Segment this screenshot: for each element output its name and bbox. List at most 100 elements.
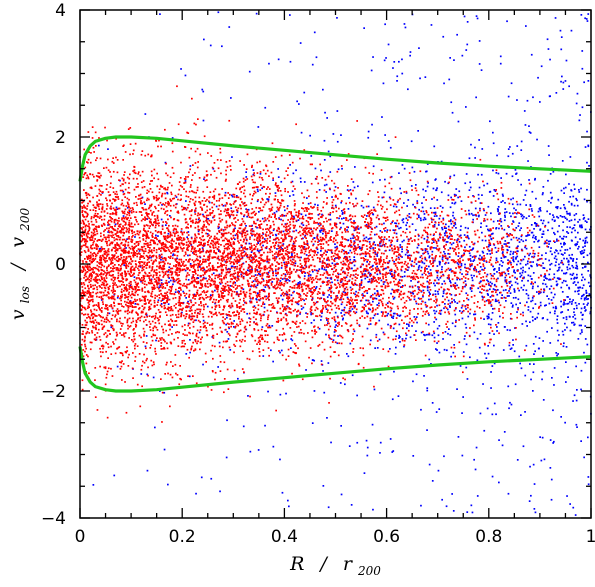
blue-data-point <box>372 165 375 168</box>
red-data-point <box>308 258 310 261</box>
blue-data-point <box>338 217 340 220</box>
blue-data-point <box>561 216 564 218</box>
blue-data-point <box>497 172 500 175</box>
red-data-point <box>162 347 164 350</box>
red-data-point <box>347 190 350 192</box>
red-data-point <box>166 227 168 230</box>
red-data-point <box>258 351 261 353</box>
blue-data-point <box>463 239 466 242</box>
blue-data-point <box>299 42 302 44</box>
blue-data-point <box>372 317 375 319</box>
blue-data-point <box>396 225 399 228</box>
blue-data-point <box>237 293 239 296</box>
red-data-point <box>192 321 195 323</box>
red-data-point <box>89 317 92 320</box>
red-data-point <box>453 239 456 241</box>
blue-data-point <box>431 402 434 404</box>
red-data-point <box>150 269 153 272</box>
blue-data-point <box>300 213 303 216</box>
blue-data-point <box>532 390 534 392</box>
blue-data-point <box>446 349 448 352</box>
red-data-point <box>116 196 118 199</box>
red-data-point <box>213 242 216 245</box>
blue-data-point <box>509 253 512 256</box>
red-data-point <box>98 285 101 287</box>
blue-data-point <box>428 272 430 275</box>
blue-data-point <box>449 281 452 284</box>
blue-data-point <box>367 130 370 133</box>
red-data-point <box>171 244 174 246</box>
red-data-point <box>155 281 158 283</box>
blue-data-point <box>517 260 520 263</box>
blue-data-point <box>347 355 350 358</box>
red-data-point <box>330 300 332 303</box>
blue-data-point <box>563 235 565 238</box>
blue-data-point <box>544 224 547 227</box>
red-data-point <box>96 230 98 232</box>
red-data-point <box>351 282 353 285</box>
blue-data-point <box>437 334 440 337</box>
red-data-point <box>231 252 234 255</box>
blue-data-point <box>469 356 471 359</box>
red-data-point <box>210 220 213 222</box>
blue-data-point <box>523 216 525 218</box>
red-data-point <box>275 218 278 220</box>
blue-data-point <box>233 320 235 322</box>
red-data-point <box>188 289 191 292</box>
blue-data-point <box>507 155 510 158</box>
red-data-point <box>212 210 214 212</box>
red-data-point <box>335 231 338 233</box>
red-data-point <box>414 284 417 287</box>
red-data-point <box>119 328 122 330</box>
red-data-point <box>498 223 501 225</box>
red-data-point <box>238 271 240 273</box>
blue-data-point <box>161 299 164 301</box>
blue-data-point <box>556 238 558 241</box>
blue-data-point <box>476 359 479 362</box>
red-data-point <box>511 223 513 225</box>
blue-data-point <box>547 240 550 243</box>
red-data-point <box>138 272 140 274</box>
blue-data-point <box>498 481 500 484</box>
red-data-point <box>93 287 96 290</box>
blue-data-point <box>410 280 412 282</box>
red-data-point <box>99 215 102 218</box>
red-data-point <box>398 295 400 298</box>
blue-data-point <box>289 256 291 259</box>
red-data-point <box>329 290 332 293</box>
blue-data-point <box>566 231 568 233</box>
blue-data-point <box>432 261 435 263</box>
red-data-point <box>259 237 261 239</box>
red-data-point <box>431 253 433 256</box>
blue-data-point <box>492 169 494 172</box>
red-data-point <box>208 253 211 256</box>
red-data-point <box>170 306 173 308</box>
red-data-point <box>295 323 297 325</box>
blue-data-point <box>443 348 446 351</box>
blue-data-point <box>433 215 436 217</box>
blue-data-point <box>383 281 386 283</box>
red-data-point <box>546 245 548 248</box>
red-data-point <box>85 234 88 237</box>
blue-data-point <box>412 380 414 383</box>
blue-data-point <box>175 196 178 198</box>
blue-data-point <box>441 228 444 231</box>
red-data-point <box>129 275 132 277</box>
blue-data-point <box>383 244 386 246</box>
blue-data-point <box>384 230 386 232</box>
red-data-point <box>265 279 268 282</box>
blue-data-point <box>513 260 515 263</box>
blue-data-point <box>464 285 466 288</box>
red-data-point <box>255 318 257 321</box>
red-data-point <box>371 228 374 230</box>
red-data-point <box>128 222 130 224</box>
blue-data-point <box>492 131 494 134</box>
red-data-point <box>165 172 167 175</box>
red-data-point <box>361 287 364 289</box>
red-data-point <box>120 303 122 305</box>
blue-data-point <box>256 269 259 271</box>
blue-data-point <box>525 235 527 237</box>
red-data-point <box>203 135 206 138</box>
blue-data-point <box>439 312 442 315</box>
red-data-point <box>112 310 115 312</box>
